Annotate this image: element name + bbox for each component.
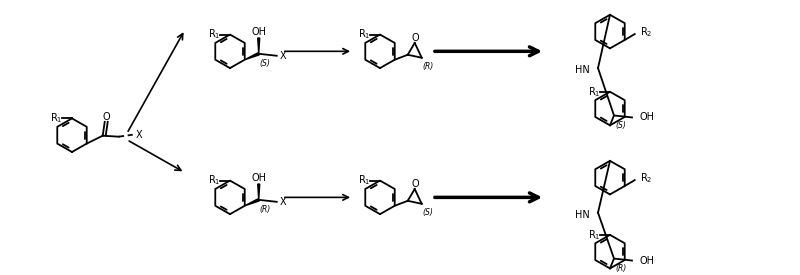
Polygon shape <box>258 38 260 54</box>
Text: (S): (S) <box>260 59 270 68</box>
Polygon shape <box>245 53 259 60</box>
Text: HN: HN <box>575 210 590 220</box>
Text: OH: OH <box>251 173 266 183</box>
Text: R$_1$: R$_1$ <box>208 28 220 42</box>
Text: OH: OH <box>251 27 266 37</box>
Polygon shape <box>258 184 260 200</box>
Text: O: O <box>412 179 419 189</box>
Text: R$_1$: R$_1$ <box>208 174 220 188</box>
Text: R$_1$: R$_1$ <box>358 174 370 188</box>
Text: R$_1$: R$_1$ <box>588 85 600 99</box>
Text: R$_1$: R$_1$ <box>358 28 370 42</box>
Text: OH: OH <box>640 112 655 122</box>
Text: R$_1$: R$_1$ <box>588 228 600 242</box>
Text: X: X <box>135 130 142 140</box>
Text: (R): (R) <box>615 265 626 273</box>
Polygon shape <box>245 199 259 206</box>
Text: R$_2$: R$_2$ <box>640 171 652 185</box>
Text: R$_1$: R$_1$ <box>50 112 62 125</box>
Text: (R): (R) <box>422 62 434 71</box>
Text: X: X <box>279 197 286 207</box>
Text: OH: OH <box>640 255 655 266</box>
Text: O: O <box>412 33 419 43</box>
Text: X: X <box>279 51 286 61</box>
Text: R$_2$: R$_2$ <box>640 25 652 39</box>
Text: (R): (R) <box>260 205 271 214</box>
Text: (S): (S) <box>422 208 434 217</box>
Text: (S): (S) <box>615 121 626 130</box>
Text: O: O <box>102 112 110 122</box>
Text: HN: HN <box>575 65 590 75</box>
